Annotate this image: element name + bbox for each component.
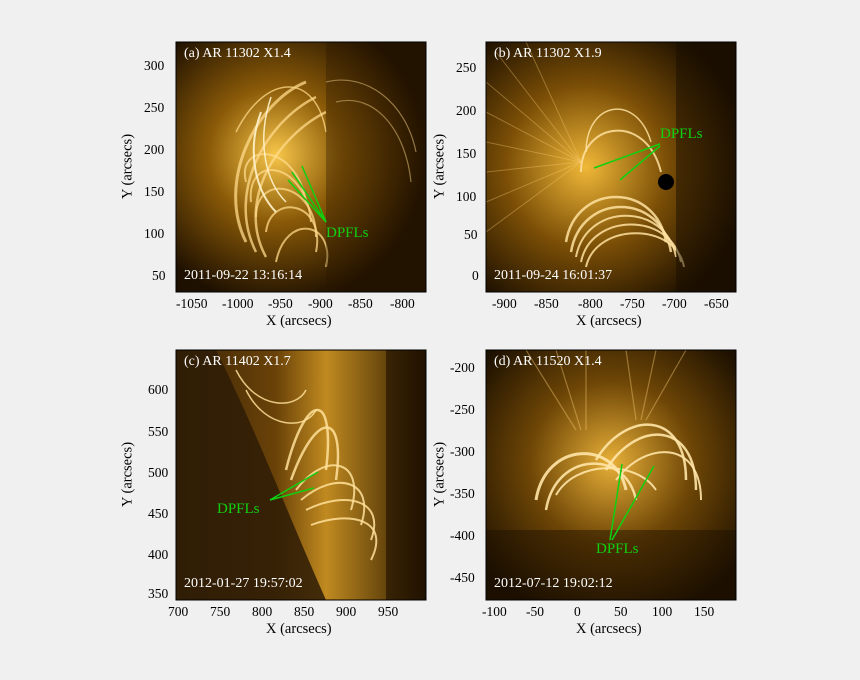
panel-c-xtick: 950 [378, 604, 399, 619]
panel-d-ytick: -200 [450, 360, 475, 375]
panel-b-xlabel: X (arcsecs) [576, 313, 642, 329]
panel-b-ytick: 200 [456, 103, 477, 118]
panel-b-xtick: -850 [534, 296, 559, 311]
panel-c-image [176, 350, 426, 600]
panel-c-ytick: 500 [148, 465, 169, 480]
panel-d-title: (d) AR 11520 X1.4 [494, 354, 602, 369]
panel-a-ytick: 50 [152, 268, 166, 283]
panel-b-xtick: -900 [492, 296, 517, 311]
panel-b-ylabel: Y (arcsecs) [431, 133, 448, 200]
panel-b-ytick: 100 [456, 189, 477, 204]
panel-a-xtick: -900 [308, 296, 333, 311]
panel-c-annotation: DPFLs [217, 501, 260, 517]
panel-b-ytick: 0 [472, 268, 479, 283]
panel-c-ytick: 550 [148, 424, 169, 439]
panel-b-xtick: -800 [578, 296, 603, 311]
panel-c-ytick: 450 [148, 506, 169, 521]
panel-c-timestamp: 2012-01-27 19:57:02 [184, 576, 303, 591]
panel-d-ytick: -400 [450, 528, 475, 543]
panel-c-xtick: 850 [294, 604, 315, 619]
panel-d-ytick: -450 [450, 570, 475, 585]
panel-d-xtick: 0 [574, 604, 581, 619]
panel-a-ytick: 150 [144, 184, 165, 199]
panel-a-timestamp: 2011-09-22 13:16:14 [184, 268, 303, 283]
panel-a-xlabel: X (arcsecs) [266, 313, 332, 329]
panel-b-image [486, 42, 736, 292]
panel-c-xtick: 750 [210, 604, 231, 619]
panel-b-xtick: -750 [620, 296, 645, 311]
panel-d-xtick: 50 [614, 604, 628, 619]
panel-d-ytick: -250 [450, 402, 475, 417]
panel-b-timestamp: 2011-09-24 16:01:37 [494, 268, 613, 283]
panel-d-xtick: -100 [482, 604, 507, 619]
panel-a-ytick: 300 [144, 58, 165, 73]
panel-c-xlabel: X (arcsecs) [266, 621, 332, 637]
panel-a-xtick: -800 [390, 296, 415, 311]
panel-a-xtick: -1050 [176, 296, 208, 311]
panel-c-title: (c) AR 11402 X1.7 [184, 354, 291, 369]
panel-b-annotation: DPFLs [660, 126, 703, 142]
panel-a-xtick: -950 [268, 296, 293, 311]
panel-c-xtick: 700 [168, 604, 189, 619]
panel-d-xtick: 150 [694, 604, 715, 619]
panel-d-ytick: -300 [450, 444, 475, 459]
panel-c-ytick: 600 [148, 382, 169, 397]
panel-a-xtick: -1000 [222, 296, 254, 311]
panel-a-ytick: 250 [144, 100, 165, 115]
panel-c-ylabel: Y (arcsecs) [119, 441, 136, 508]
panel-d-xlabel: X (arcsecs) [576, 621, 642, 637]
panel-a-image [176, 42, 426, 292]
panel-a-ytick: 200 [144, 142, 165, 157]
panel-c-ytick: 350 [148, 586, 169, 601]
panel-a-ylabel: Y (arcsecs) [119, 133, 136, 200]
panel-a-title: (a) AR 11302 X1.4 [184, 46, 291, 61]
panel-b-xtick: -700 [662, 296, 687, 311]
panel-d-ylabel: Y (arcsecs) [431, 441, 448, 508]
panel-b-ytick: 50 [464, 227, 478, 242]
panel-c-xtick: 900 [336, 604, 357, 619]
panel-d-annotation: DPFLs [596, 541, 639, 557]
panel-d-xtick: 100 [652, 604, 673, 619]
panel-d-xtick: -50 [526, 604, 544, 619]
panel-c-xtick: 800 [252, 604, 273, 619]
panel-d-image [486, 350, 736, 600]
panel-b-xtick: -650 [704, 296, 729, 311]
panel-b-title: (b) AR 11302 X1.9 [494, 46, 602, 61]
panel-a-annotation: DPFLs [326, 225, 369, 241]
panel-b-ytick: 250 [456, 60, 477, 75]
panel-d-ytick: -350 [450, 486, 475, 501]
panel-c-ytick: 400 [148, 547, 169, 562]
panel-b-ytick: 150 [456, 146, 477, 161]
panel-a-xtick: -850 [348, 296, 373, 311]
panel-a-ytick: 100 [144, 226, 165, 241]
panel-d-timestamp: 2012-07-12 19:02:12 [494, 576, 613, 591]
